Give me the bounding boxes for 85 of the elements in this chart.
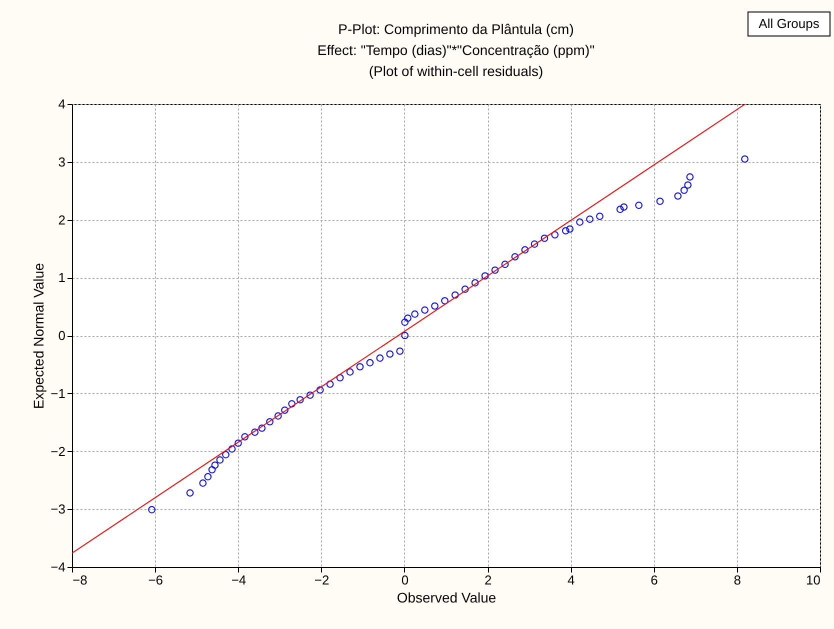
point (566, 225, 574, 233)
point (386, 350, 394, 358)
point (211, 461, 219, 469)
point (336, 374, 344, 382)
point (356, 363, 364, 370)
point (204, 473, 212, 480)
point (540, 234, 548, 242)
point (741, 155, 748, 163)
point (306, 391, 314, 399)
point (346, 368, 354, 376)
point (401, 318, 409, 326)
point (616, 206, 624, 213)
y-tick-label: 3 (58, 154, 66, 170)
point (511, 253, 519, 260)
y-tick-label: −4 (50, 560, 66, 574)
x-tick-label: −4 (231, 572, 246, 588)
x-tick-label: 4 (568, 572, 575, 588)
point (576, 218, 584, 226)
x-tick-label: 10 (806, 572, 820, 588)
point (199, 479, 207, 487)
point (316, 386, 324, 394)
point (396, 347, 404, 355)
y-tick-label: 2 (58, 212, 66, 228)
point (274, 412, 282, 420)
point (635, 202, 642, 209)
x-tick-label: −2 (314, 572, 330, 588)
point (451, 291, 459, 299)
point (411, 310, 418, 318)
y-tick-label: −2 (50, 444, 66, 459)
chart-title: P-Plot: Comprimento da Plântula (cm) (338, 21, 574, 37)
point (228, 445, 236, 453)
point (461, 286, 469, 293)
point (521, 246, 529, 254)
point (562, 227, 570, 234)
point (530, 240, 538, 248)
text: Effect: "Tempo (dias)"*"Concentração (ppm)" (317, 42, 595, 58)
x-axis-title: Observed Value (396, 590, 496, 606)
point (186, 489, 194, 497)
point (501, 260, 509, 268)
point (686, 173, 694, 181)
point (684, 181, 692, 189)
point (281, 406, 288, 414)
text: All Groups (758, 16, 820, 31)
y-tick-label: −1 (50, 386, 66, 401)
y-tick-label: 0 (58, 328, 66, 343)
point (366, 359, 374, 366)
point (431, 302, 438, 310)
point (241, 433, 249, 440)
point (148, 506, 156, 514)
point (404, 314, 412, 322)
point (481, 272, 489, 280)
point (208, 466, 216, 474)
point (251, 428, 259, 436)
point (441, 297, 448, 304)
point (222, 451, 230, 458)
point (216, 456, 224, 464)
point (234, 439, 242, 447)
x-tick-label: 0 (401, 572, 409, 588)
point (656, 198, 664, 205)
point (376, 354, 384, 362)
point (551, 231, 559, 238)
point (586, 216, 594, 223)
x-tick-label: −6 (148, 572, 164, 588)
x-tick-label: 2 (484, 572, 492, 588)
x-tick-label: 8 (734, 572, 742, 588)
point (288, 400, 296, 408)
point (421, 306, 428, 314)
point (326, 380, 334, 388)
point (401, 332, 409, 340)
point (296, 396, 304, 404)
x-tick-label: −8 (72, 572, 88, 588)
point (680, 186, 688, 194)
y-tick-label: −3 (50, 502, 66, 517)
point (674, 192, 682, 200)
y-axis-title: Expected Normal Value (30, 262, 47, 410)
y-tick-label: 4 (58, 96, 66, 112)
point (596, 212, 604, 220)
x-tick-label: 6 (650, 572, 658, 588)
point (266, 418, 274, 426)
point (258, 424, 266, 432)
text: (Plot of within-cell residuals) (368, 63, 544, 79)
point (471, 279, 479, 286)
y-tick-label: 1 (58, 270, 66, 286)
point (491, 266, 499, 274)
point (620, 203, 628, 211)
